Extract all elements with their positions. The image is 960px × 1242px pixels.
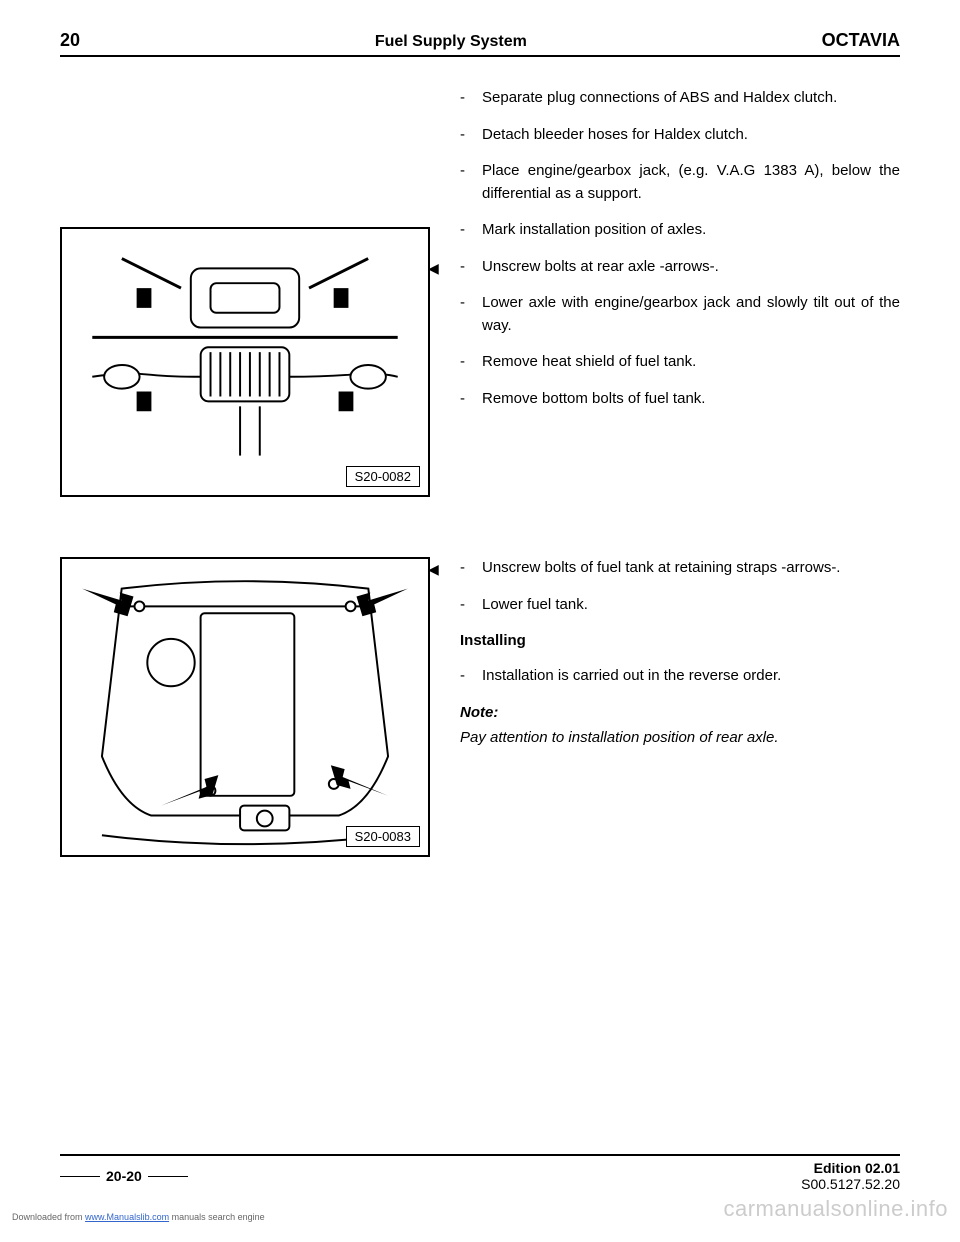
step-item: -Detach bleeder hoses for Haldex clutch. [460,124,900,147]
download-prefix: Downloaded from [12,1212,85,1222]
step-text: Mark installation position of axles. [482,219,900,242]
step-text: Remove bottom bolts of fuel tank. [482,388,900,411]
dash-marker: - [460,557,482,580]
step-item: -Separate plug connections of ABS and Ha… [460,87,900,110]
step-text: Lower fuel tank. [482,594,900,617]
step-item: -Installation is carried out in the reve… [460,665,900,688]
section-2-text: ◀-Unscrew bolts of fuel tank at retainin… [460,557,900,857]
step-text: Installation is carried out in the rever… [482,665,900,688]
step-list-2a: ◀-Unscrew bolts of fuel tank at retainin… [460,557,900,616]
figure-1-label: S20-0082 [346,466,420,487]
dash-marker: - [460,665,482,688]
manualslib-link[interactable]: www.Manualslib.com [85,1212,169,1222]
step-text: Detach bleeder hoses for Haldex clutch. [482,124,900,147]
page-number: 20-20 [106,1168,142,1184]
doc-code: S00.5127.52.20 [801,1176,900,1192]
step-list-1: -Separate plug connections of ABS and Ha… [460,87,900,410]
step-item: ◀-Unscrew bolts of fuel tank at retainin… [460,557,900,580]
step-item: -Mark installation position of axles. [460,219,900,242]
dash-marker: - [460,124,482,147]
step-item: ◀-Unscrew bolts at rear axle -arrows-. [460,256,900,279]
page-header: 20 Fuel Supply System OCTAVIA [60,30,900,57]
dash-marker: - [460,219,482,242]
installing-heading: Installing [460,632,900,649]
step-list-2b: -Installation is carried out in the reve… [460,665,900,688]
triangle-icon: ◀ [428,258,439,279]
step-text: Separate plug connections of ABS and Hal… [482,87,900,110]
download-attribution: Downloaded from www.Manualslib.com manua… [12,1212,265,1222]
section-1-text: -Separate plug connections of ABS and Ha… [460,87,900,497]
dash-marker: - [460,292,482,337]
edition-text: Edition 02.01 [801,1160,900,1176]
dash-marker: - [460,160,482,205]
step-item: -Lower fuel tank. [460,594,900,617]
section-1: S20-0082 -Separate plug connections of A… [60,87,900,497]
triangle-icon: ◀ [428,559,439,580]
footer-edition-block: Edition 02.01 S00.5127.52.20 [801,1160,900,1192]
dash-marker: - [460,351,482,374]
header-title: Fuel Supply System [375,33,527,51]
footer-line-icon [60,1176,100,1177]
note-text: Pay attention to installation position o… [460,729,900,746]
step-text: Unscrew bolts at rear axle -arrows-. [482,256,900,279]
step-item: -Place engine/gearbox jack, (e.g. V.A.G … [460,160,900,205]
footer-page-num: 20-20 [60,1160,188,1192]
note-heading: Note: [460,704,900,721]
dash-marker: - [460,594,482,617]
step-text: Unscrew bolts of fuel tank at retaining … [482,557,900,580]
fuel-tank-diagram [62,559,428,855]
step-item: -Lower axle with engine/gearbox jack and… [460,292,900,337]
header-model: OCTAVIA [822,30,900,51]
dash-marker: - [460,388,482,411]
figure-2-label: S20-0083 [346,826,420,847]
download-suffix: manuals search engine [169,1212,265,1222]
footer-line-icon [148,1176,188,1177]
figure-2: S20-0083 [60,557,430,857]
header-chapter: 20 [60,30,80,51]
step-text: Remove heat shield of fuel tank. [482,351,900,374]
page-footer: 20-20 Edition 02.01 S00.5127.52.20 [60,1154,900,1192]
watermark: carmanualsonline.info [723,1196,948,1222]
dash-marker: - [460,256,482,279]
figure-1: S20-0082 [60,227,430,497]
step-text: Lower axle with engine/gearbox jack and … [482,292,900,337]
step-item: -Remove heat shield of fuel tank. [460,351,900,374]
rear-axle-diagram [62,229,428,495]
figure-1-column: S20-0082 [60,87,440,497]
step-text: Place engine/gearbox jack, (e.g. V.A.G 1… [482,160,900,205]
figure-2-column: S20-0083 [60,557,440,857]
section-2: S20-0083 ◀-Unscrew bolts of fuel tank at… [60,557,900,857]
dash-marker: - [460,87,482,110]
step-item: -Remove bottom bolts of fuel tank. [460,388,900,411]
